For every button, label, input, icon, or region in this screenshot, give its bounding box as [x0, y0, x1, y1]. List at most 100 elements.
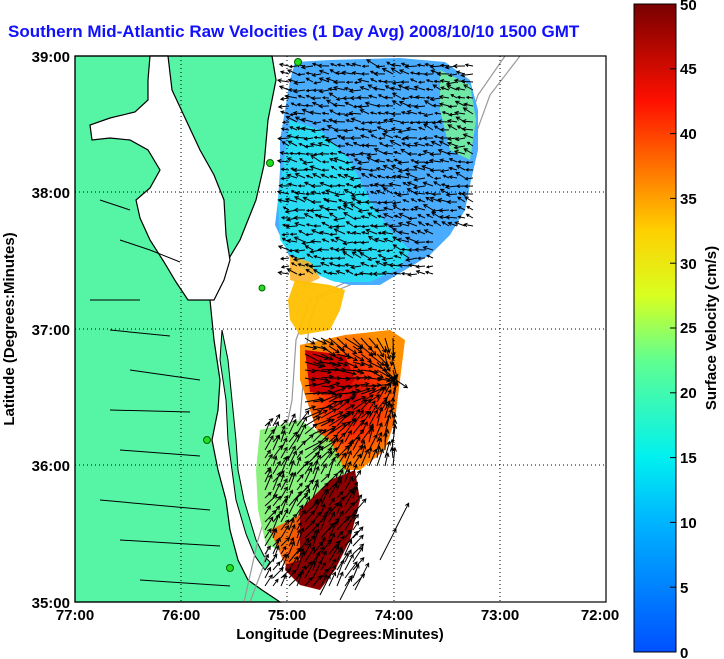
station-marker	[258, 284, 266, 292]
velocity-arrow	[360, 224, 370, 229]
velocity-arrow	[280, 167, 290, 172]
velocity-arrow	[394, 135, 402, 139]
velocity-arrow	[328, 262, 338, 267]
velocity-arrow	[381, 256, 394, 262]
velocity-arrow	[304, 467, 313, 483]
velocity-arrow	[376, 214, 386, 219]
velocity-arrow	[336, 361, 349, 367]
velocity-arrow	[304, 576, 313, 587]
velocity-arrow	[439, 188, 450, 195]
velocity-arrow	[400, 137, 410, 141]
velocity-arrow	[304, 103, 314, 108]
velocity-arrow	[328, 446, 338, 459]
velocity-arrow	[323, 270, 330, 275]
velocity-arrow	[320, 473, 331, 483]
velocity-arrow	[465, 95, 474, 100]
velocity-arrow	[400, 271, 410, 276]
velocity-arrow	[312, 482, 319, 499]
velocity-arrow	[455, 86, 466, 91]
velocity-arrow	[312, 337, 328, 345]
velocity-arrow	[296, 537, 310, 555]
velocity-arrow	[304, 152, 313, 156]
velocity-arrow	[446, 118, 458, 124]
velocity-arrow	[437, 119, 450, 124]
velocity-arrow	[360, 383, 378, 389]
velocity-arrow	[304, 144, 314, 149]
velocity-arrow	[272, 544, 280, 563]
velocity-arrow	[328, 271, 338, 276]
velocity-arrow	[356, 248, 370, 253]
velocity-arrow	[279, 256, 290, 261]
velocity-arrow	[345, 182, 354, 187]
velocity-arrow	[376, 174, 386, 179]
plot-frame	[74, 55, 607, 603]
velocity-arrow	[398, 69, 410, 75]
velocity-arrow	[304, 410, 323, 419]
velocity-arrow	[310, 96, 322, 101]
velocity-arrow	[393, 214, 402, 219]
colorbar-tick-label: 30	[680, 256, 697, 273]
velocity-arrow	[277, 198, 290, 203]
velocity-arrow	[312, 574, 322, 587]
velocity-field-central	[288, 280, 345, 335]
velocity-arrow	[310, 239, 322, 244]
velocity-arrow	[328, 511, 336, 523]
velocity-arrow	[454, 110, 466, 116]
velocity-arrow	[329, 151, 338, 156]
velocity-arrow	[328, 361, 342, 367]
velocity-arrow	[382, 431, 388, 451]
velocity-arrow	[385, 158, 394, 163]
velocity-arrow	[299, 158, 306, 163]
velocity-arrow	[461, 126, 474, 132]
velocity-arrow	[285, 115, 298, 123]
velocity-arrow	[367, 446, 373, 459]
velocity-arrow	[264, 428, 275, 443]
velocity-arrow	[448, 166, 458, 171]
velocity-arrow	[398, 251, 410, 259]
velocity-arrow	[393, 150, 402, 155]
velocity-arrow	[342, 204, 354, 211]
velocity-arrow	[433, 176, 442, 181]
velocity-arrow	[429, 64, 442, 69]
colorbar-tick-label: 15	[680, 450, 697, 467]
x-axis-title: Longitude (Degrees:Minutes)	[236, 626, 444, 643]
velocity-arrow	[320, 127, 330, 132]
velocity-arrow	[455, 184, 466, 189]
velocity-arrow	[329, 69, 338, 75]
velocity-arrow	[429, 96, 442, 102]
velocity-arrow	[279, 70, 290, 75]
velocity-arrow	[272, 513, 281, 531]
velocity-arrow	[284, 197, 298, 203]
velocity-arrow	[288, 459, 295, 475]
velocity-arrow	[280, 508, 289, 523]
velocity-arrow	[368, 345, 377, 357]
velocity-arrow	[447, 141, 458, 147]
velocity-arrow	[281, 120, 290, 124]
velocity-arrow	[393, 254, 402, 259]
velocity-arrow	[320, 538, 332, 555]
velocity-arrow	[344, 539, 353, 555]
velocity-arrow	[305, 192, 313, 196]
velocity-arrow	[296, 102, 306, 107]
velocity-arrow	[375, 64, 386, 69]
velocity-arrow	[381, 230, 394, 236]
velocity-arrow	[320, 489, 329, 507]
velocity-arrow	[358, 271, 370, 276]
velocity-arrow	[350, 264, 362, 270]
velocity-arrow	[388, 223, 402, 229]
velocity-arrow	[463, 84, 474, 91]
velocity-arrow	[332, 102, 346, 108]
velocity-arrow	[272, 460, 281, 475]
velocity-arrow	[439, 78, 450, 83]
velocity-arrow	[378, 142, 386, 147]
velocity-arrow	[392, 244, 402, 251]
velocity-arrow	[369, 111, 378, 115]
velocity-arrow	[376, 431, 383, 443]
velocity-arrow	[352, 419, 365, 435]
velocity-arrow	[304, 405, 317, 411]
velocity-arrow	[447, 136, 458, 141]
x-tick-label: 72:00	[581, 607, 619, 624]
velocity-arrow	[354, 562, 370, 591]
velocity-arrow	[333, 157, 346, 163]
velocity-arrow	[412, 184, 426, 190]
